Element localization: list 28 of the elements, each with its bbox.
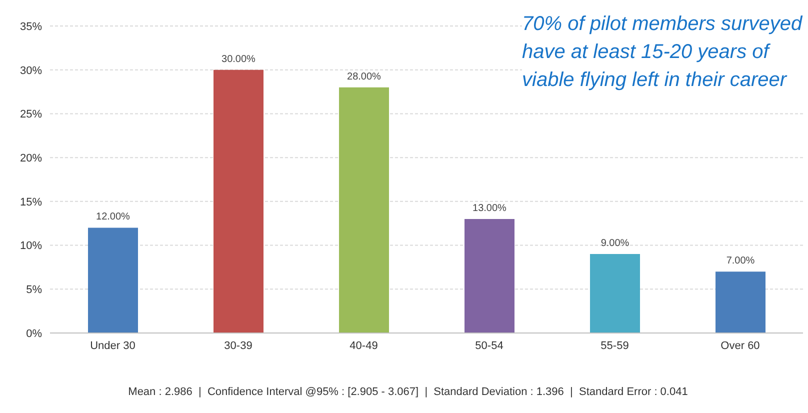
y-tick-label: 15% [20, 196, 42, 208]
x-tick-label: 30-39 [224, 340, 252, 352]
y-tick-label: 25% [20, 108, 42, 121]
y-tick-label: 35% [20, 20, 42, 33]
y-tick-label: 0% [26, 328, 42, 340]
data-label: 12.00% [96, 212, 130, 223]
data-label: 30.00% [222, 54, 256, 65]
bar [214, 70, 264, 333]
bar [339, 87, 389, 333]
bar [590, 254, 640, 333]
bar [88, 228, 138, 333]
bar [716, 272, 766, 333]
text: Mean : 2.986 | Confidence Interval @95% : [2.905 - 3.067] | Standard Deviation : 1.396 | Standard Error : 0.041 [127, 386, 689, 398]
x-tick-label: Under 30 [90, 340, 136, 352]
x-tick-label: Over 60 [720, 340, 760, 352]
x-tick-label: 55-59 [600, 340, 629, 352]
y-tick-label: 20% [20, 152, 42, 164]
y-tick-label: 10% [20, 240, 42, 252]
data-label: 9.00% [600, 238, 630, 250]
y-tick-label: 5% [26, 284, 42, 296]
data-label: 28.00% [347, 71, 382, 82]
bar [464, 218, 514, 333]
data-label: 7.00% [726, 256, 755, 267]
x-tick-label: 50-54 [475, 340, 504, 352]
data-label: 13.00% [472, 202, 507, 214]
y-tick-label: 30% [20, 64, 42, 77]
annotation: 70% of pilot members surveyed have at least 15-20 years of viable flying left in their career [522, 10, 804, 94]
x-tick-label: 40-49 [350, 340, 378, 352]
